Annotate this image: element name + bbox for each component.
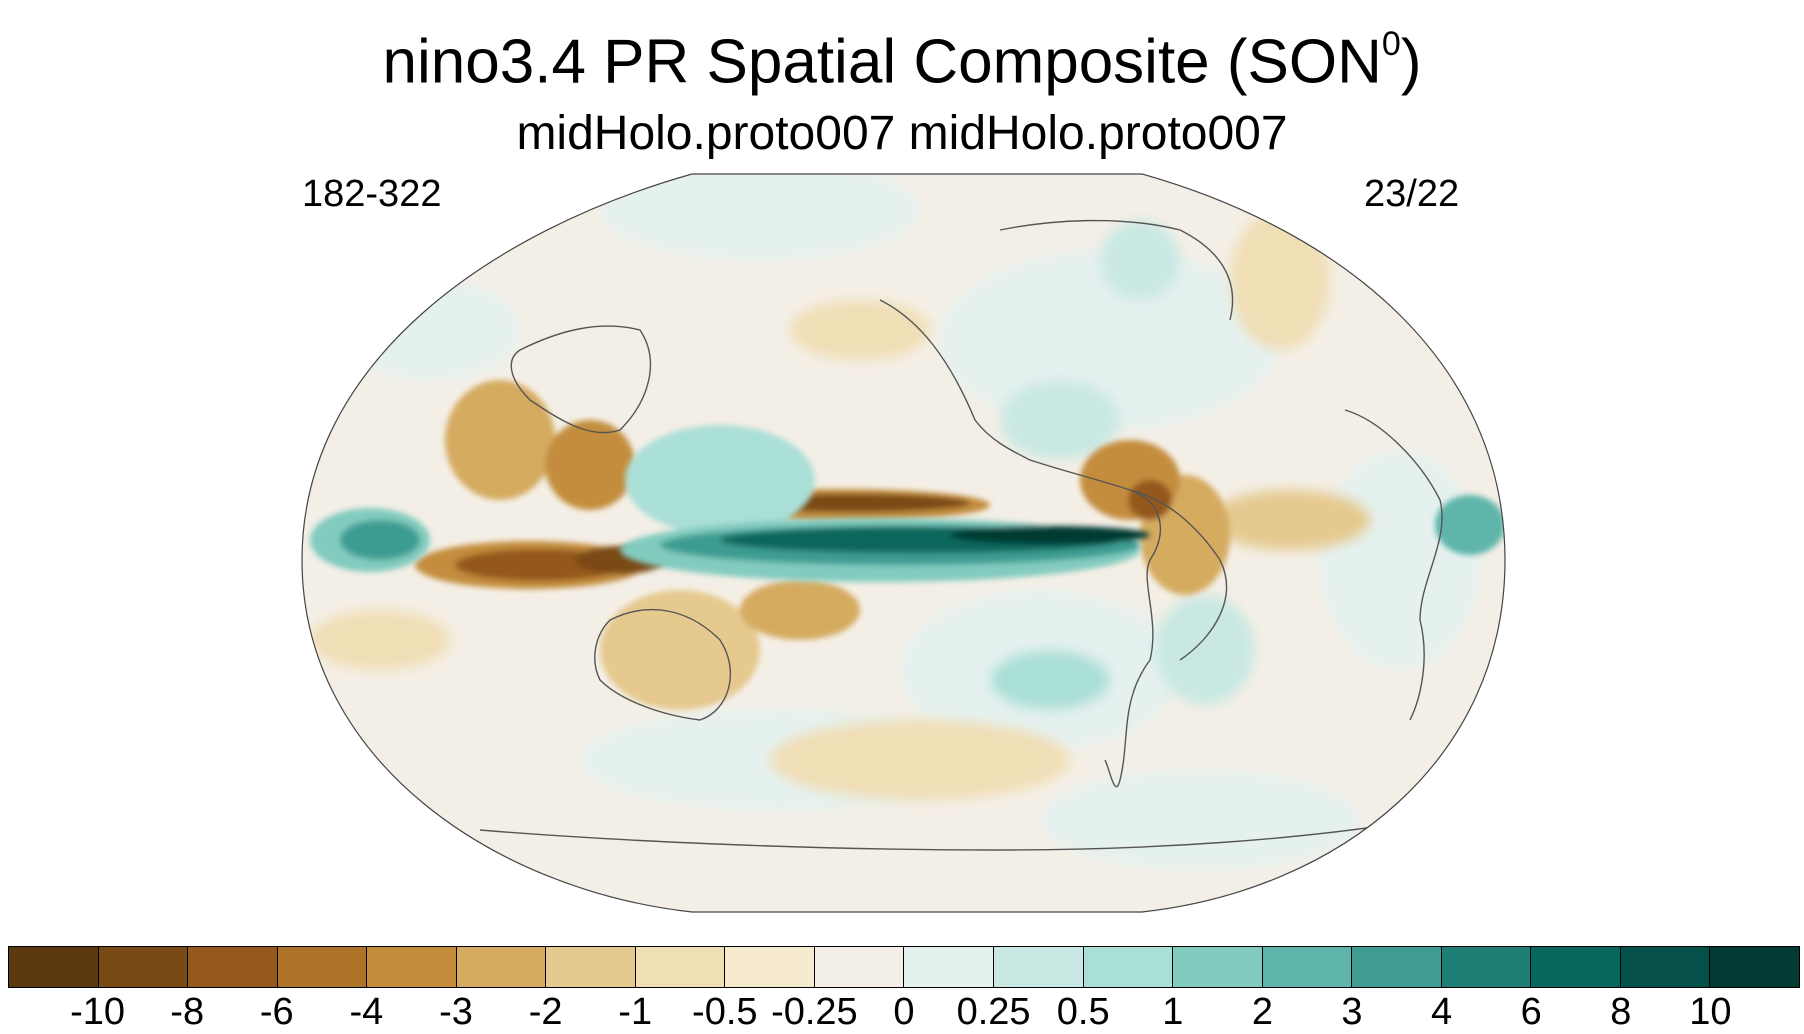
colorbar-segment: [98, 947, 189, 987]
positive-anomalies: [310, 425, 1505, 582]
negative-anomalies: [415, 380, 1230, 710]
colorbar-tick-label: -4: [349, 991, 384, 1033]
precipitation-field: [302, 174, 1505, 912]
colorbar-segment: [9, 947, 99, 987]
colorbar-tick-label: 8: [1610, 991, 1632, 1033]
colorbar-tick-label: 6: [1520, 991, 1542, 1033]
east-asia-coastline: [510, 325, 652, 434]
colorbar-tick-label: 0: [893, 991, 915, 1033]
antarctica-coastline: [479, 819, 1421, 851]
colorbar-segment: [1352, 947, 1442, 987]
colorbar-segment: [1083, 947, 1174, 987]
colorbar-tick-label: 0.5: [1056, 991, 1110, 1033]
colorbar-segment: [814, 947, 905, 987]
map-title: nino3.4 PR Spatial Composite (SON0): [382, 25, 1422, 97]
colorbar-segment: [546, 947, 636, 987]
colorbar-tick-label: -6: [259, 991, 294, 1033]
colorbar-tick-label: -0.25: [771, 991, 858, 1033]
colorbar-tick-label: 4: [1431, 991, 1453, 1033]
left-annotation: 182-322: [302, 173, 442, 215]
colorbar-tick-label: -3: [439, 991, 473, 1033]
colorbar-tick-label: -1: [618, 991, 653, 1033]
colorbar-tick-label: 3: [1341, 991, 1363, 1033]
colorbar-segment: [1262, 947, 1353, 987]
colorbar-tick-label: 10: [1689, 991, 1732, 1033]
south-america-east-coastline: [1129, 489, 1228, 661]
globe-outline: [301, 173, 1506, 913]
colorbar-tick-label: -8: [170, 991, 205, 1033]
colorbar-segment: [277, 947, 368, 987]
colorbar-segment: [725, 947, 815, 987]
colorbar-segment: [367, 947, 457, 987]
colorbar-segment: [904, 947, 995, 987]
colorbar-tick-label: -0.5: [692, 991, 758, 1033]
right-annotation: 23/22: [1364, 173, 1460, 215]
colorbar-segment: [1710, 947, 1799, 987]
colorbar: [8, 946, 1800, 988]
colorbar-segment: [1441, 947, 1532, 987]
colorbar-tick-labels: -10 -8 -6 -4 -3 -2 -1 -0.5 -0.25 0 0.25 0.5 1 2 3 4 6 8 10: [8, 990, 1800, 1034]
colorbar-segment: [635, 947, 726, 987]
colorbar-tick-label: 0.25: [956, 991, 1031, 1033]
colorbar-tick-label: 2: [1251, 991, 1273, 1033]
colorbar-segment: [994, 947, 1084, 987]
africa-coastline: [1344, 409, 1443, 721]
americas-coastline: [879, 299, 1161, 788]
colorbar-segment: [456, 947, 547, 987]
colorbar-segment: [1620, 947, 1711, 987]
coastlines: [479, 219, 1443, 851]
colorbar-tick-label: -10: [70, 991, 126, 1033]
map-subtitle: midHolo.proto007 midHolo.proto007: [516, 107, 1288, 160]
australia-coastline: [594, 608, 732, 721]
north-america-arctic-coastline: [999, 219, 1234, 321]
colorbar-tick-label: 1: [1162, 991, 1184, 1033]
colorbar-segment: [1173, 947, 1263, 987]
colorbar-segment: [188, 947, 278, 987]
weak-negative-anomalies: [310, 210, 1370, 800]
colorbar-segment: [1531, 947, 1621, 987]
colorbar-tick-label: -2: [528, 991, 563, 1033]
